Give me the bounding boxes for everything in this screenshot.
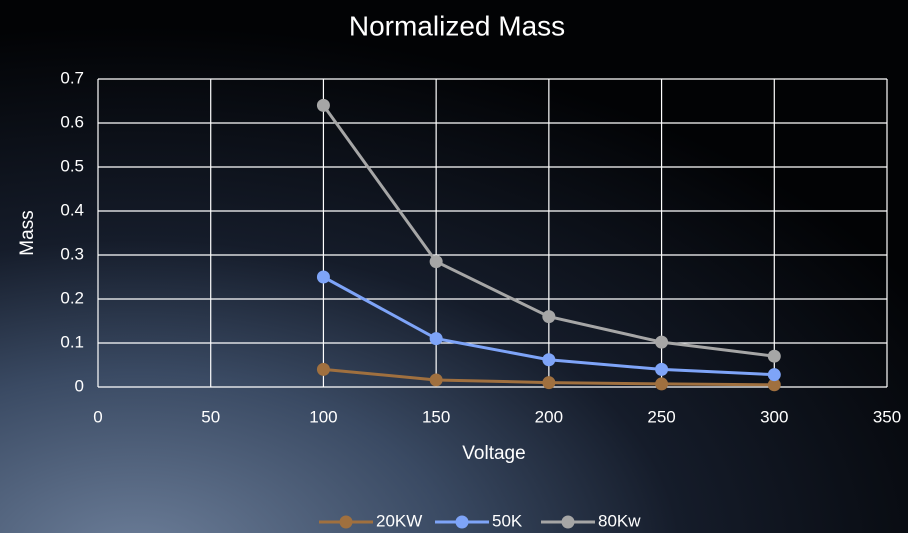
legend-marker (339, 515, 353, 529)
y-tick-label: 0 (75, 376, 84, 395)
data-point (542, 353, 556, 367)
y-tick-label: 0.7 (60, 68, 84, 87)
x-tick-label: 150 (422, 407, 450, 426)
x-tick-label: 100 (309, 407, 337, 426)
y-axis-label: Mass (17, 210, 38, 255)
data-point (767, 378, 781, 392)
legend-label: 80Kw (598, 511, 641, 530)
legend-marker (455, 515, 469, 529)
data-point (542, 310, 556, 324)
data-point (767, 349, 781, 363)
data-point (655, 335, 669, 349)
legend-label: 50K (492, 511, 523, 530)
data-point (316, 270, 330, 284)
data-point (429, 373, 443, 387)
data-point (655, 362, 669, 376)
data-point (316, 362, 330, 376)
x-axis-label: Voltage (462, 443, 525, 464)
chart-title: Normalized Mass (349, 10, 565, 41)
x-tick-label: 50 (201, 407, 220, 426)
legend-label: 20KW (376, 511, 422, 530)
y-tick-label: 0.3 (60, 244, 84, 263)
data-point (429, 332, 443, 346)
data-point (429, 255, 443, 269)
data-point (767, 368, 781, 382)
x-tick-label: 350 (873, 407, 901, 426)
y-tick-label: 0.2 (60, 288, 84, 307)
x-tick-label: 300 (760, 407, 788, 426)
legend-marker (561, 515, 575, 529)
x-tick-label: 0 (93, 407, 102, 426)
y-tick-label: 0.5 (60, 156, 84, 175)
y-tick-label: 0.1 (60, 332, 84, 351)
data-point (655, 377, 669, 391)
x-tick-label: 250 (647, 407, 675, 426)
y-tick-label: 0.6 (60, 112, 84, 131)
x-tick-label: 200 (535, 407, 563, 426)
y-tick-label: 0.4 (60, 200, 84, 219)
data-point (316, 98, 330, 112)
data-point (542, 376, 556, 390)
